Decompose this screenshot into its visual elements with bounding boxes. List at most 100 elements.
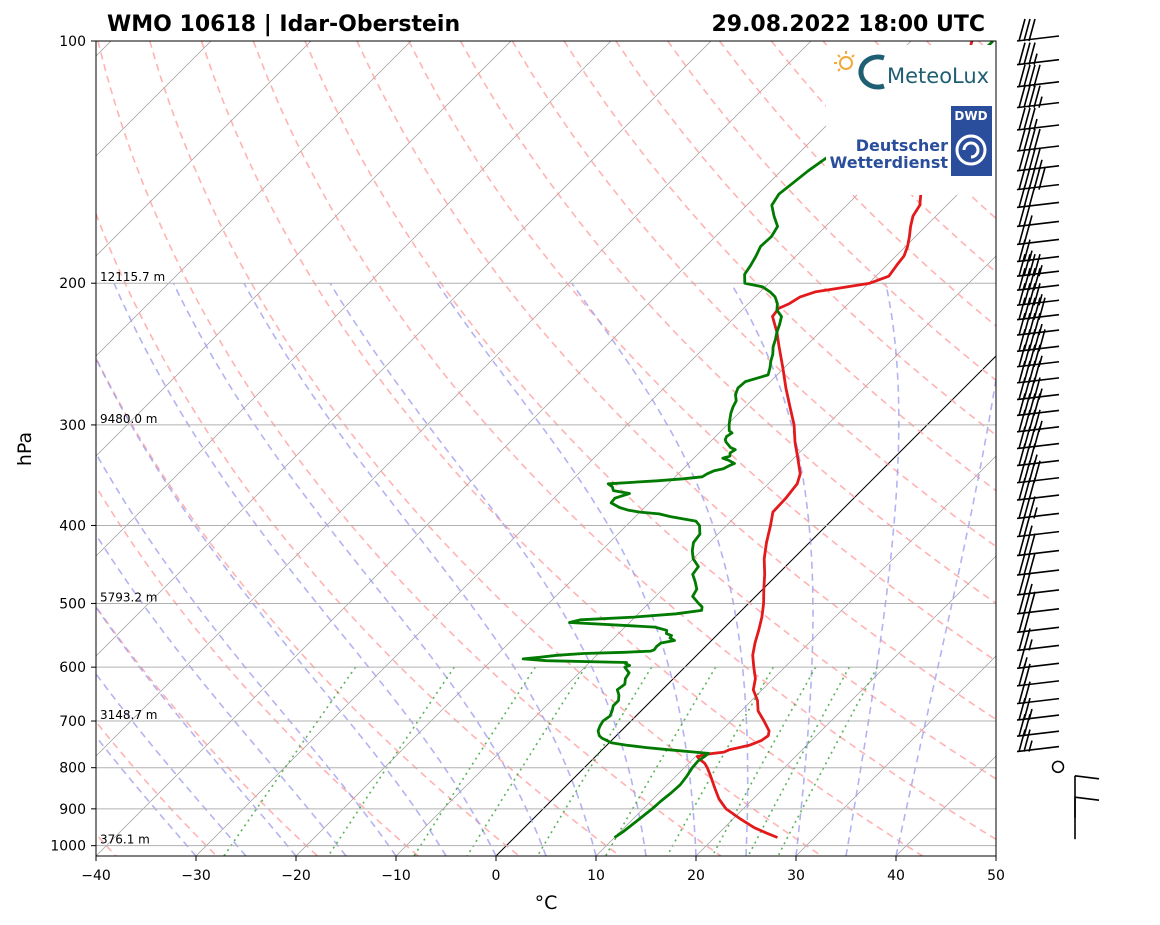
dry-adiabat — [200, 41, 924, 856]
y-tick-label: 200 — [59, 276, 86, 292]
x-tick-label: −30 — [181, 868, 211, 884]
isotherm — [0, 41, 11, 856]
plot-frame — [95, 40, 997, 857]
mixing-ratio-line — [711, 666, 817, 856]
mixing-ratio-line — [413, 666, 536, 856]
logo-panel: MeteoLux DWD Deutscher Wetterdienst — [826, 45, 996, 195]
x-axis-label: °C — [535, 892, 558, 914]
y-tick-label: 700 — [59, 714, 86, 730]
wind-barb — [1016, 681, 1060, 705]
dry-adiabat — [96, 211, 621, 856]
wind-barb — [1016, 591, 1060, 615]
sun-icon — [834, 51, 855, 72]
dry-adiabat — [97, 41, 722, 856]
wind-barb — [1016, 628, 1060, 652]
dry-adiabat — [511, 41, 996, 548]
wind-barb — [1016, 729, 1060, 753]
isotherm — [395, 255, 996, 856]
dewpoint-profile — [521, 41, 994, 839]
moist-adiabat — [172, 282, 547, 856]
wind-barbs — [1016, 18, 1100, 840]
wind-barb — [1016, 610, 1060, 634]
y-tick-label: 800 — [59, 761, 86, 777]
isotherm — [96, 41, 512, 457]
dry-adiabat — [96, 720, 218, 856]
x-tick-label: −40 — [81, 868, 111, 884]
y-tick-label: 300 — [59, 418, 86, 434]
dwd-spiral-icon — [955, 134, 987, 166]
moist-adiabat — [96, 672, 247, 856]
isotherm — [96, 41, 412, 357]
wind-barb — [1016, 204, 1060, 228]
chart-title-datetime: 29.08.2022 18:00 UTC — [711, 12, 985, 37]
y-tick-label: 600 — [59, 660, 86, 676]
dry-adiabat — [96, 485, 419, 856]
wind-barb — [1016, 85, 1060, 109]
wind-barb — [1074, 796, 1100, 840]
isotherm — [1096, 41, 1160, 856]
wind-barb — [1016, 514, 1060, 538]
height-label: 12115.7 m — [100, 270, 165, 284]
dwd-logo-line2: Wetterdienst — [830, 153, 949, 172]
mixing-ratio-line — [223, 666, 357, 856]
dry-adiabat — [977, 41, 996, 60]
x-tick-label: 40 — [887, 868, 905, 884]
y-tick-label: 900 — [59, 802, 86, 818]
dry-adiabat — [304, 41, 996, 780]
wind-barb — [1016, 148, 1060, 172]
y-axis-label: hPa — [14, 432, 36, 466]
wind-barb — [1016, 496, 1060, 520]
wind-barb — [1016, 552, 1060, 576]
wind-barb — [1016, 646, 1060, 670]
y-axis: 100 200 300 400 500 600 700 800 900 1000 — [50, 34, 96, 855]
isotherm — [96, 41, 812, 757]
x-tick-label: 20 — [687, 868, 705, 884]
wind-barb — [1016, 18, 1060, 42]
height-labels: 12115.7 m 9480.0 m 5793.2 m 3148.7 m 376.1 m — [100, 270, 165, 846]
isotherm — [96, 41, 612, 557]
mixing-ratio-line — [666, 666, 774, 856]
meteolux-logo-text: MeteoLux — [887, 64, 989, 88]
moist-adiabat — [436, 282, 697, 856]
dry-adiabat — [1030, 41, 1160, 856]
reference-lines — [0, 41, 1160, 856]
wind-barb — [1016, 253, 1060, 277]
wind-barb — [1016, 222, 1060, 246]
x-tick-label: −20 — [281, 868, 311, 884]
mixing-ratio-line — [466, 666, 587, 856]
dry-adiabat — [0, 41, 15, 856]
height-label: 376.1 m — [100, 833, 150, 847]
moist-adiabat — [329, 282, 647, 856]
moist-adiabat — [96, 451, 397, 856]
moist-adiabat — [895, 374, 996, 856]
height-label: 9480.0 m — [100, 412, 158, 426]
sounding-series — [521, 41, 994, 839]
x-tick-label: 10 — [587, 868, 605, 884]
isotherm — [96, 41, 312, 257]
x-tick-label: 30 — [787, 868, 805, 884]
x-tick-label: 0 — [492, 868, 501, 884]
isotherm — [795, 655, 996, 856]
dry-adiabat — [252, 41, 996, 841]
wind-barb — [1016, 460, 1060, 484]
x-axis: −40 −30 −20 −10 0 10 20 30 40 50 — [81, 856, 1005, 884]
wind-barb — [1016, 64, 1060, 88]
zero-isotherm — [495, 355, 996, 856]
y-tick-label: 100 — [59, 34, 86, 50]
isotherm — [595, 455, 996, 856]
y-tick-label: 400 — [59, 518, 86, 534]
dry-adiabat — [459, 41, 996, 605]
x-tick-label: −10 — [381, 868, 411, 884]
wind-barb — [1016, 572, 1060, 596]
wind-barb — [1016, 185, 1060, 209]
moist-adiabat — [96, 356, 447, 856]
wind-barb — [1074, 775, 1100, 818]
height-label: 3148.7 m — [100, 708, 158, 722]
y-tick-label: 1000 — [50, 839, 86, 855]
isotherm — [96, 41, 912, 856]
mixing-ratio-line — [747, 666, 850, 856]
dry-adiabat — [148, 41, 823, 856]
moist-adiabat — [96, 735, 197, 856]
wind-barb — [1016, 533, 1060, 557]
